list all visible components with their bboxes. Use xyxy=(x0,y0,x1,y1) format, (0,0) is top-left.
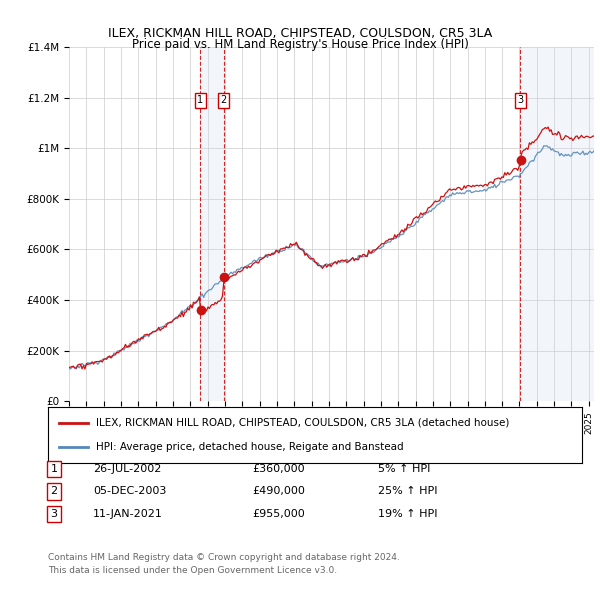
Text: £360,000: £360,000 xyxy=(252,464,305,474)
Text: 05-DEC-2003: 05-DEC-2003 xyxy=(93,487,166,496)
Bar xyxy=(200,47,224,401)
Text: 1: 1 xyxy=(197,96,203,105)
Text: 1: 1 xyxy=(50,464,58,474)
Text: 3: 3 xyxy=(50,509,58,519)
Bar xyxy=(520,47,594,401)
Text: HPI: Average price, detached house, Reigate and Banstead: HPI: Average price, detached house, Reig… xyxy=(96,442,404,453)
Text: £490,000: £490,000 xyxy=(252,487,305,496)
Text: 19% ↑ HPI: 19% ↑ HPI xyxy=(378,509,437,519)
Text: £955,000: £955,000 xyxy=(252,509,305,519)
Text: ILEX, RICKMAN HILL ROAD, CHIPSTEAD, COULSDON, CR5 3LA: ILEX, RICKMAN HILL ROAD, CHIPSTEAD, COUL… xyxy=(108,27,492,40)
Text: This data is licensed under the Open Government Licence v3.0.: This data is licensed under the Open Gov… xyxy=(48,566,337,575)
Text: Contains HM Land Registry data © Crown copyright and database right 2024.: Contains HM Land Registry data © Crown c… xyxy=(48,553,400,562)
Text: 26-JUL-2002: 26-JUL-2002 xyxy=(93,464,161,474)
Text: 25% ↑ HPI: 25% ↑ HPI xyxy=(378,487,437,496)
Text: 2: 2 xyxy=(221,96,227,105)
Text: 3: 3 xyxy=(517,96,523,105)
Text: 11-JAN-2021: 11-JAN-2021 xyxy=(93,509,163,519)
Text: ILEX, RICKMAN HILL ROAD, CHIPSTEAD, COULSDON, CR5 3LA (detached house): ILEX, RICKMAN HILL ROAD, CHIPSTEAD, COUL… xyxy=(96,418,509,428)
Text: 5% ↑ HPI: 5% ↑ HPI xyxy=(378,464,430,474)
Text: Price paid vs. HM Land Registry's House Price Index (HPI): Price paid vs. HM Land Registry's House … xyxy=(131,38,469,51)
Text: 2: 2 xyxy=(50,487,58,496)
